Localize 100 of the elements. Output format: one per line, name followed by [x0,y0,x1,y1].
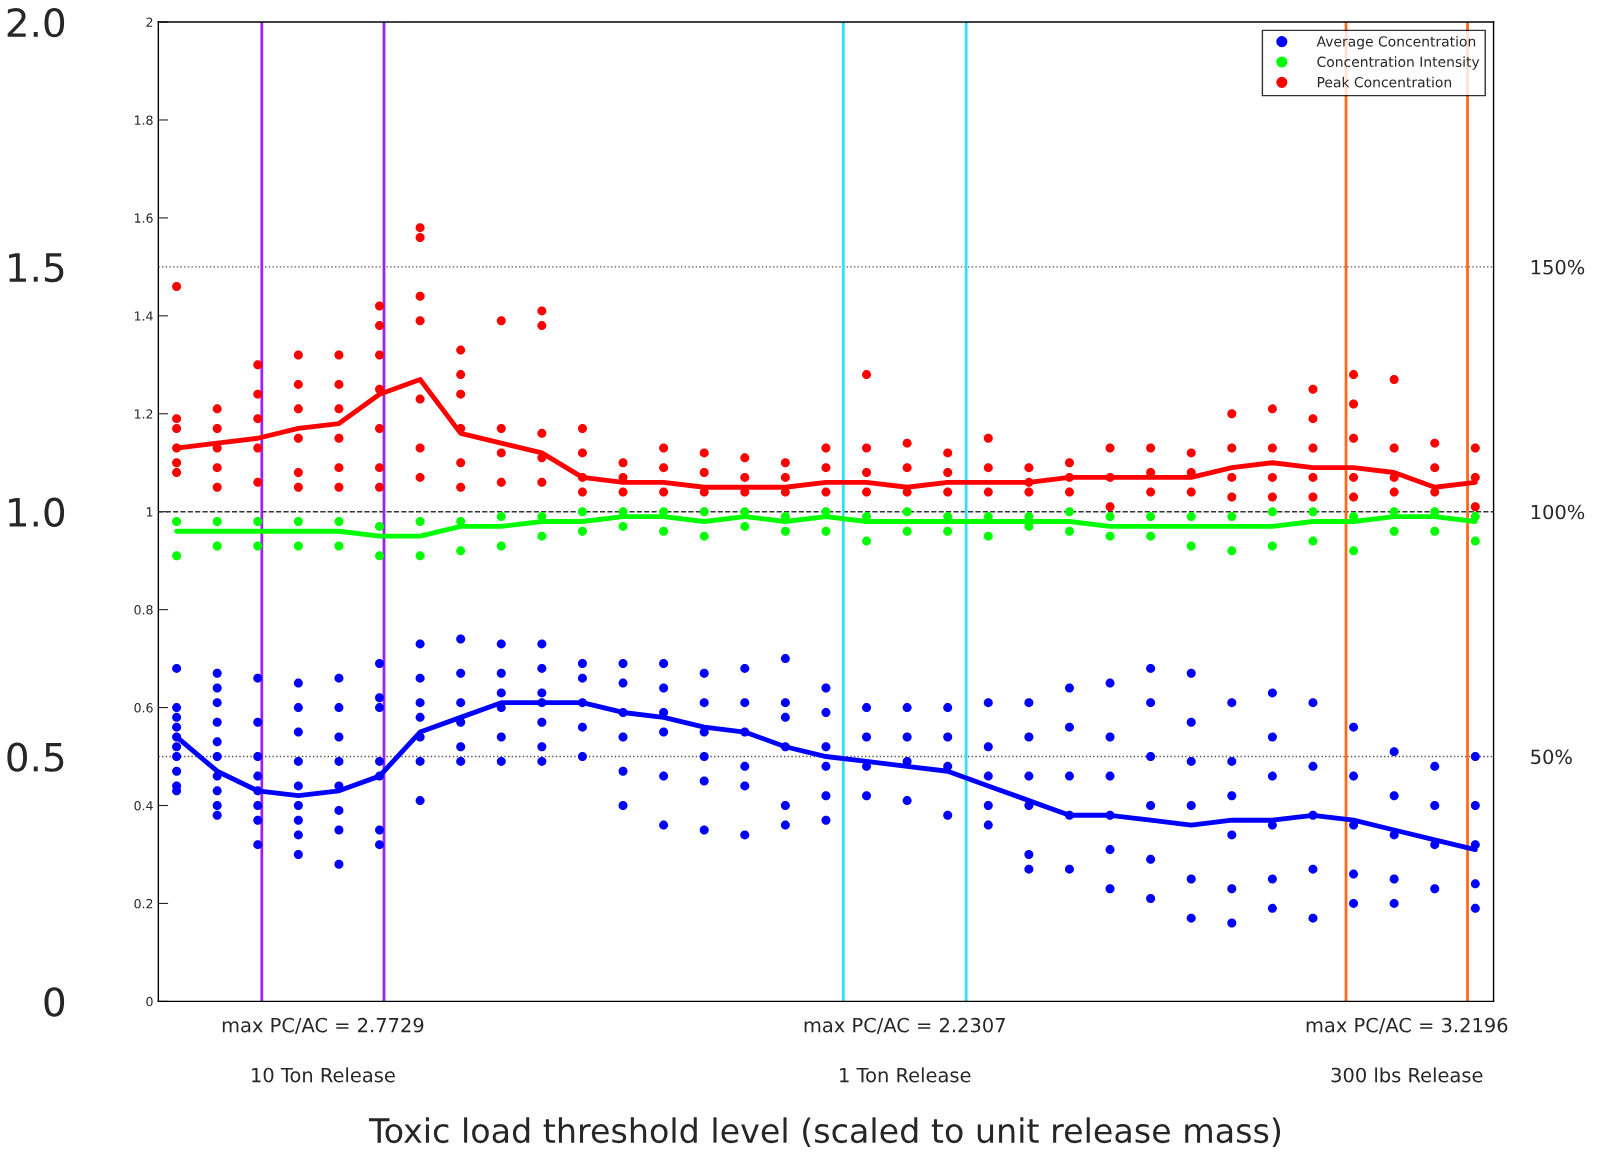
point [172,752,182,762]
point [293,433,303,443]
point [821,443,831,453]
point [740,698,750,708]
point [943,810,953,820]
point [740,521,750,531]
point [1105,884,1115,894]
point [253,389,263,399]
point [375,693,385,703]
point [618,732,628,742]
point [496,668,506,678]
legend-label: Peak Concentration [1317,76,1452,88]
point [496,756,506,766]
point [334,756,344,766]
point [659,659,669,668]
point [699,507,709,517]
point [375,825,385,835]
point [375,301,385,311]
point [577,448,587,458]
point [943,703,953,713]
point [537,477,547,487]
point [821,707,831,717]
point [293,830,303,840]
point [212,404,222,414]
point [659,683,669,693]
point [1146,752,1156,762]
point [1267,771,1277,781]
point [293,727,303,737]
point [212,752,222,762]
point [943,732,953,742]
point [659,771,669,781]
point [1105,732,1115,742]
point [172,281,182,291]
point [659,443,669,453]
point [1064,487,1074,497]
point [415,443,425,453]
point [659,526,669,536]
point [253,801,263,811]
point [1227,918,1237,928]
point [1267,443,1277,453]
point [1146,854,1156,864]
point [577,659,587,668]
point [415,291,425,301]
point [334,433,344,443]
point [415,712,425,722]
point [780,526,790,536]
point [1349,546,1359,556]
point [943,487,953,497]
point [172,458,182,468]
point [659,487,669,497]
point [293,703,303,713]
point [496,541,506,551]
point [1430,801,1440,811]
point [1349,771,1359,781]
point [1267,903,1277,913]
point [1146,698,1156,708]
point [496,316,506,326]
point [537,306,547,316]
point [456,389,466,399]
point [172,663,182,673]
point [577,673,587,683]
point [577,526,587,536]
point [780,712,790,722]
point [334,516,344,526]
point [618,458,628,468]
point [862,487,872,497]
point [537,663,547,673]
point [253,477,263,487]
y-tick-label: 0.8 [134,605,153,615]
point [1024,849,1034,859]
point [902,507,912,517]
point [375,463,385,473]
point [1470,752,1480,762]
text: max PC/AC = 2.2307 [804,1017,1005,1035]
point [1146,487,1156,497]
point [659,463,669,473]
point [780,458,790,468]
point [1349,492,1359,502]
point [740,830,750,840]
point [1186,717,1196,727]
point [1186,801,1196,811]
point [456,370,466,380]
point [1186,487,1196,497]
y-tick-label: 1.2 [134,409,153,419]
point [375,350,385,360]
point [172,766,182,776]
point [212,786,222,796]
point [1389,898,1399,908]
point [1308,761,1318,771]
point [1267,874,1277,884]
point [659,820,669,830]
point [415,673,425,683]
y2-tick-label: 50% [1531,749,1572,765]
y-tick-label: 0.4 [134,800,153,811]
point [1227,756,1237,766]
point [496,448,506,458]
point [1105,512,1115,522]
point [172,722,182,732]
point [983,742,993,752]
point [699,776,709,786]
